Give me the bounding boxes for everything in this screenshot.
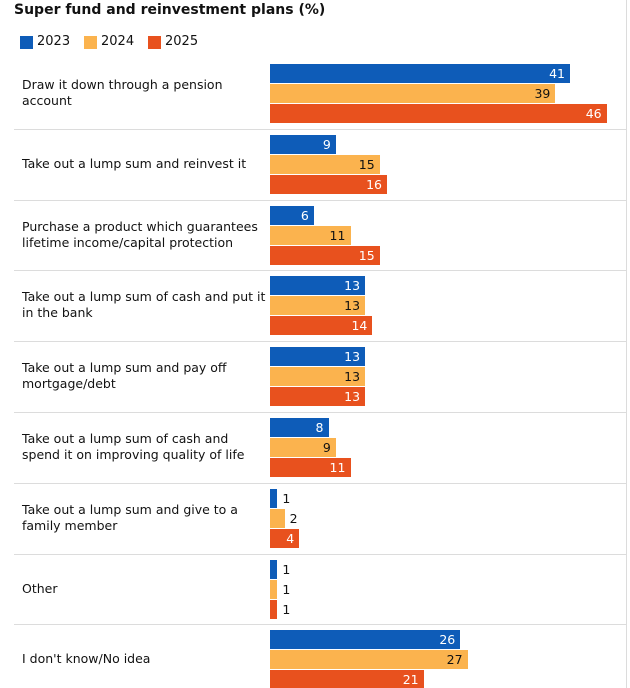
value-label: 9 [322, 136, 331, 152]
value-label: 15 [358, 247, 375, 263]
separator [14, 341, 626, 343]
legend-label: 2023 [37, 34, 71, 49]
value-label: 13 [344, 349, 361, 365]
value-label: 26 [439, 632, 456, 648]
bar [270, 579, 278, 599]
legend-label: 2025 [165, 34, 199, 49]
value-label: 1 [282, 561, 291, 577]
bar [270, 599, 278, 619]
legend-swatch [84, 36, 97, 49]
bar [270, 347, 366, 367]
bar [270, 458, 351, 477]
category-label: Take out a lump sum of cash and spend it… [22, 431, 245, 462]
value-label: 41 [549, 66, 566, 81]
bar [270, 438, 336, 457]
bar [270, 650, 468, 670]
value-label: 4 [286, 530, 295, 546]
value-label: 11 [329, 460, 346, 475]
value-label: 1 [282, 581, 291, 597]
bar [270, 245, 380, 265]
category-label: Take out a lump sum and pay off mortgage… [22, 360, 227, 392]
value-label: 39 [534, 86, 551, 101]
bar [270, 670, 424, 688]
separator [14, 553, 626, 555]
value-label: 21 [402, 672, 419, 688]
value-label: 13 [344, 298, 361, 314]
bar [270, 225, 351, 245]
value-label: 16 [366, 176, 383, 192]
value-label: 13 [344, 278, 361, 294]
bar [270, 559, 278, 579]
bar [270, 528, 300, 548]
category-label: Take out a lump sum of cash and put it i… [22, 289, 266, 321]
separator [14, 270, 626, 272]
value-label: 2 [289, 510, 298, 526]
legend-swatch [148, 36, 161, 49]
value-label: 1 [282, 601, 291, 617]
bar [270, 488, 278, 508]
bar [270, 630, 461, 650]
value-label: 15 [358, 156, 375, 172]
bar [270, 276, 366, 296]
bar [270, 316, 373, 336]
bar [270, 367, 366, 387]
bar [270, 205, 314, 225]
category-label: Draw it down through a pension account [22, 77, 223, 108]
separator [14, 624, 626, 626]
border [626, 0, 627, 688]
legend-label: 2024 [101, 34, 135, 49]
value-label: 13 [344, 369, 361, 385]
category-label: I don't know/No idea [22, 651, 151, 667]
category-label: Other [22, 580, 58, 596]
value-label: 13 [344, 389, 361, 405]
category-label: Take out a lump sum and reinvest it [22, 155, 247, 171]
bar [270, 174, 388, 194]
value-label: 46 [585, 106, 602, 121]
value-label: 27 [446, 652, 463, 668]
value-label: 9 [322, 440, 331, 455]
value-label: 8 [315, 420, 324, 435]
separator [14, 482, 626, 484]
bar [270, 84, 556, 103]
value-label: 14 [351, 318, 368, 334]
separator [14, 128, 626, 130]
bar [270, 104, 607, 123]
bar [270, 296, 366, 316]
value-label: 11 [329, 227, 346, 243]
value-label: 6 [300, 207, 309, 223]
category-label: Purchase a product which guarantees life… [22, 218, 258, 250]
separator [14, 412, 626, 413]
bar [270, 418, 329, 437]
bar [270, 134, 336, 154]
bar [270, 508, 285, 528]
legend-swatch [20, 36, 33, 49]
separator [14, 199, 626, 201]
bar [270, 154, 380, 174]
value-label: 1 [282, 490, 291, 506]
chart-title: Super fund and reinvestment plans (%) [14, 2, 326, 18]
category-label: Take out a lump sum and give to a family… [22, 501, 238, 533]
bar [270, 64, 571, 83]
bar [270, 387, 366, 407]
